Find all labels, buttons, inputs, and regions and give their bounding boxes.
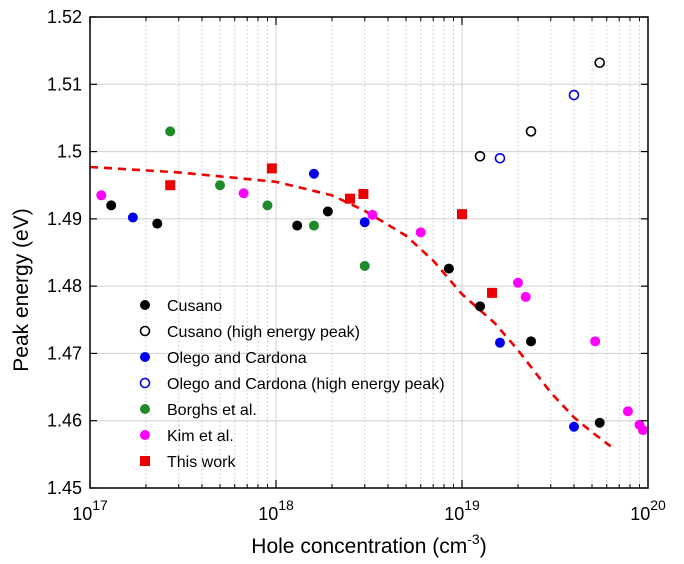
legend-marker — [140, 430, 150, 440]
data-point — [266, 163, 277, 174]
data-point — [594, 57, 606, 69]
fit-curve-layer — [89, 165, 612, 448]
axis-ticks: 1.45 1.46 1.47 1.48 1.49 1.5 1.51 1.52 1017 1018 1… — [47, 7, 666, 524]
data-point — [308, 220, 319, 231]
data-point — [165, 180, 176, 191]
data-point — [106, 200, 117, 211]
x-tick-label: 1018 — [258, 497, 294, 524]
legend-marker — [140, 352, 150, 362]
data-point — [474, 150, 486, 162]
data-point — [520, 291, 531, 302]
legend-label: Olego and Cardona — [167, 350, 307, 367]
data-point — [594, 417, 605, 428]
data-point — [568, 89, 580, 101]
data-point — [165, 126, 176, 137]
data-point — [152, 218, 163, 229]
data-point — [457, 209, 467, 220]
data-point — [308, 168, 319, 179]
y-tick-label: 1.52 — [47, 7, 82, 27]
legend-marker — [140, 404, 150, 414]
data-point — [367, 209, 378, 220]
data-point — [322, 206, 333, 217]
data-point — [487, 287, 498, 298]
x-axis-label: Hole concentration (cm-3) — [251, 531, 486, 558]
data-points — [96, 57, 649, 436]
y-tick-label: 1.45 — [47, 478, 82, 498]
data-point — [215, 180, 226, 191]
data-point — [494, 337, 505, 348]
legend-label: This work — [167, 454, 236, 471]
x-axis-label-main: Hole concentration (cm — [251, 535, 467, 558]
data-point — [262, 200, 273, 211]
y-tick-label: 1.46 — [47, 411, 82, 431]
legend-label: Borghs et al. — [167, 402, 257, 419]
data-point — [590, 336, 601, 347]
legend-label: Cusano (high energy peak) — [167, 324, 360, 341]
data-point — [526, 336, 537, 347]
y-tick-label: 1.49 — [47, 209, 82, 229]
data-point — [512, 277, 523, 288]
x-tick-label: 1020 — [630, 497, 666, 524]
data-point — [622, 406, 633, 417]
data-point — [415, 227, 426, 238]
data-point — [638, 425, 649, 436]
legend-marker — [139, 377, 151, 389]
legend-marker — [140, 300, 150, 310]
x-tick-label: 1019 — [444, 497, 480, 524]
data-point — [475, 301, 486, 312]
legend-marker — [140, 456, 150, 466]
y-tick-label: 1.48 — [47, 276, 82, 296]
data-point — [345, 193, 356, 204]
x-axis-label-tail: ) — [480, 535, 487, 558]
data-point — [127, 212, 138, 223]
y-tick-label: 1.47 — [47, 343, 82, 363]
fit-curve — [89, 165, 612, 448]
x-tick-label: 1017 — [72, 497, 108, 524]
legend-label: Cusano — [167, 298, 222, 315]
data-point — [238, 188, 249, 199]
y-tick-label: 1.51 — [47, 74, 82, 94]
data-point — [359, 217, 370, 228]
data-point — [292, 220, 303, 231]
data-point — [525, 126, 537, 137]
data-point — [359, 260, 370, 271]
y-tick-label: 1.5 — [57, 142, 82, 162]
x-axis-label-sup: -3 — [467, 531, 480, 547]
data-point — [358, 188, 369, 199]
data-point — [494, 153, 506, 164]
data-point — [443, 263, 454, 274]
legend: Cusano Cusano (high energy peak) Olego and… — [139, 298, 445, 471]
grid — [90, 17, 648, 488]
plot-frame — [89, 16, 649, 489]
data-point — [568, 421, 579, 432]
legend-label: Olego and Cardona (high energy peak) — [167, 376, 445, 393]
legend-label: Kim et al. — [167, 428, 234, 445]
legend-marker — [139, 325, 151, 337]
data-point — [96, 190, 107, 201]
y-axis-label: Peak energy (eV) — [10, 208, 33, 371]
